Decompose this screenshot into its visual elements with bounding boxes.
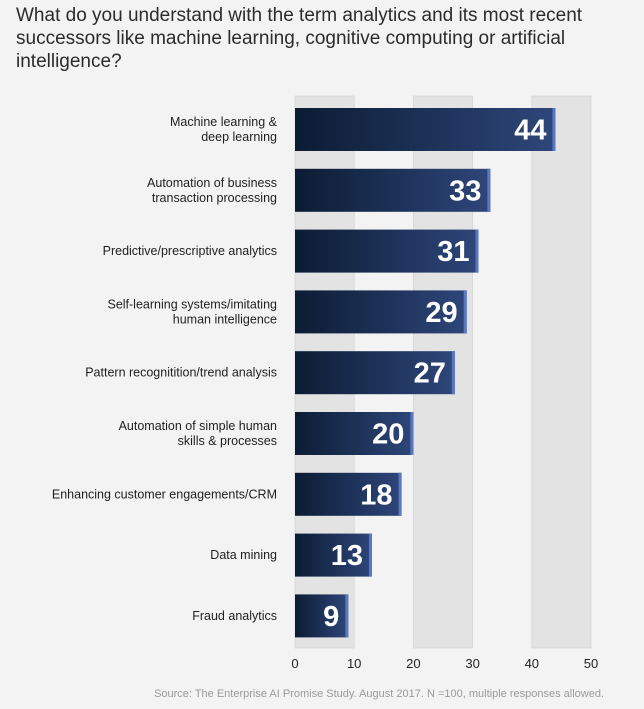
x-tick-label: 20 xyxy=(406,656,420,671)
grid-band xyxy=(531,95,592,649)
category-label: Self-learning systems/imitating human int… xyxy=(107,297,277,326)
value-label: 27 xyxy=(414,358,446,390)
bar-edge xyxy=(451,351,455,395)
x-tick-label: 40 xyxy=(525,656,539,671)
bar xyxy=(295,412,414,455)
source-note: Source: The Enterprise AI Promise Study.… xyxy=(154,688,604,700)
value-label: 29 xyxy=(425,297,457,329)
value-label: 33 xyxy=(449,175,481,207)
bar xyxy=(295,290,467,334)
x-tick-label: 30 xyxy=(465,656,479,671)
bar xyxy=(295,168,491,212)
category-label: Automation of business transaction proces… xyxy=(147,176,277,205)
bar xyxy=(295,108,556,151)
chart-title: What do you understand with the term ana… xyxy=(16,5,583,72)
category-label: Enhancing customer engagements/CRM xyxy=(52,487,277,501)
category-label: Automation of simple human skills & proce… xyxy=(119,419,277,448)
category-label: Data mining xyxy=(210,548,277,562)
bar xyxy=(295,594,349,638)
x-axis-ticks: 0 10 20 30 40 50 xyxy=(291,656,598,671)
bar-edge xyxy=(410,412,414,455)
bar-edge xyxy=(552,108,556,151)
value-label: 18 xyxy=(360,479,392,511)
bar xyxy=(295,351,455,395)
bar xyxy=(295,533,372,577)
category-label: Machine learning & deep learning xyxy=(170,115,278,144)
category-label: Fraud analytics xyxy=(192,609,277,623)
bar xyxy=(295,229,479,273)
bar-edge xyxy=(368,533,372,577)
value-label: 9 xyxy=(323,601,339,633)
bar-edge xyxy=(475,229,479,273)
bar xyxy=(295,472,402,516)
x-tick-label: 10 xyxy=(347,656,361,671)
value-label: 13 xyxy=(331,540,363,572)
bar-edge xyxy=(345,594,349,638)
x-tick-label: 0 xyxy=(291,656,298,671)
value-label: 31 xyxy=(437,236,469,268)
bar-edge xyxy=(463,290,467,334)
x-tick-label: 50 xyxy=(584,656,598,671)
bars: 44 33 31 29 27 20 18 13 9 xyxy=(295,108,556,638)
category-labels: Machine learning & deep learning Automatio… xyxy=(52,115,278,623)
bar-edge xyxy=(487,168,491,212)
value-label: 20 xyxy=(372,419,404,451)
bar-edge xyxy=(398,472,402,516)
value-label: 44 xyxy=(514,115,546,147)
category-label: Predictive/prescriptive analytics xyxy=(103,244,277,258)
category-label: Pattern recognitition/trend analysis xyxy=(85,366,277,380)
